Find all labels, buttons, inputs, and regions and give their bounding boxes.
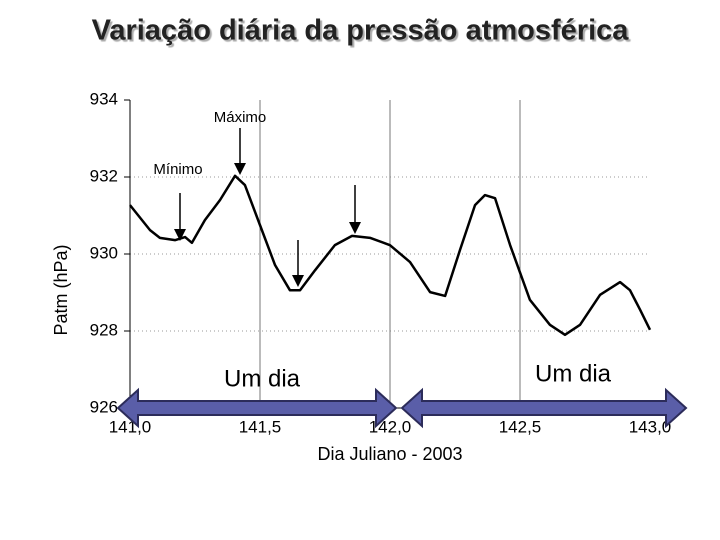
y-tick-label: 930 bbox=[90, 243, 118, 262]
y-tick-label: 928 bbox=[90, 320, 118, 339]
x-tick-label: 142,5 bbox=[499, 417, 542, 436]
x-axis-label: Dia Juliano - 2003 bbox=[317, 444, 462, 464]
y-tick-label: 926 bbox=[90, 397, 118, 416]
y-tick-label: 932 bbox=[90, 166, 118, 185]
annotation: Mínimo bbox=[153, 161, 202, 178]
annotation: Máximo bbox=[214, 109, 267, 126]
x-tick-label: 141,0 bbox=[109, 417, 152, 436]
annotation: Um dia bbox=[535, 360, 612, 387]
day-arrow bbox=[400, 387, 688, 429]
x-tick-label: 143,0 bbox=[629, 417, 672, 436]
day-arrow bbox=[116, 387, 398, 429]
annotation: Um dia bbox=[224, 365, 301, 392]
data-line bbox=[129, 174, 652, 337]
y-tick-label: 934 bbox=[90, 89, 118, 108]
y-axis-label: Patm (hPa) bbox=[51, 244, 71, 335]
slide-title: Variação diária da pressão atmosférica bbox=[92, 15, 630, 47]
x-tick-label: 141,5 bbox=[239, 417, 282, 436]
